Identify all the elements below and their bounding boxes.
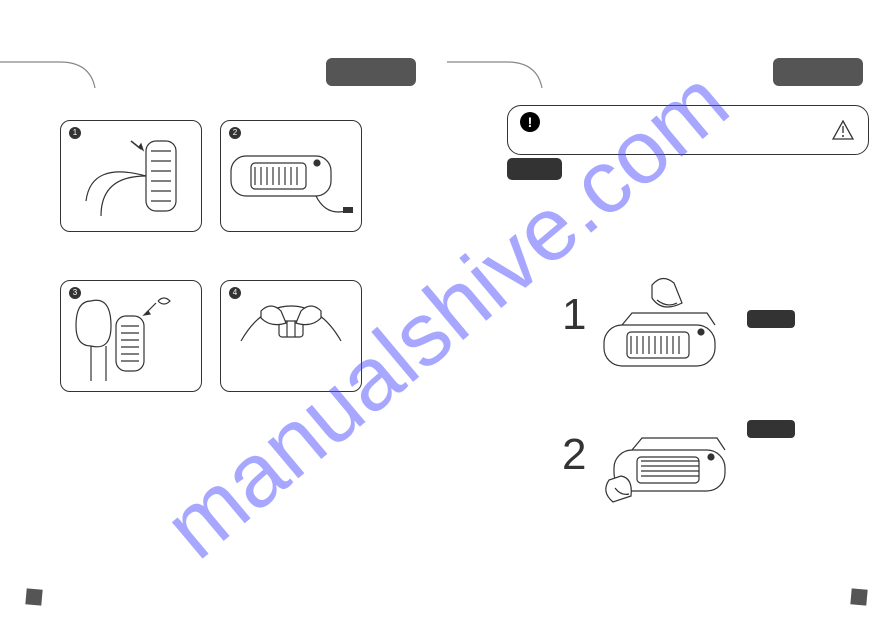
step-dot: 3 (69, 287, 81, 299)
diagram-headrest-mount (61, 281, 201, 391)
step-number-1: 1 (562, 290, 586, 340)
diagram-buckle-clip (221, 281, 361, 391)
diagram-box-4: 4 (220, 280, 362, 392)
step-dot: 4 (229, 287, 241, 299)
step-dot: 2 (229, 127, 241, 139)
section-label-right (773, 58, 863, 86)
header-curve-left (0, 60, 100, 90)
diagram-wipe-side (597, 410, 737, 520)
diagram-box-1: 1 (60, 120, 202, 232)
section-label-left (326, 58, 416, 86)
sub-label (507, 158, 562, 180)
manual-page-right: ! 1 2 (447, 0, 893, 629)
diagram-box-3: 3 (60, 280, 202, 392)
warning-bang-icon: ! (520, 112, 540, 132)
header-curve-right (447, 60, 547, 90)
diagram-box-2: 2 (220, 120, 362, 232)
page-corner-mark (850, 588, 867, 605)
page-corner-mark (25, 588, 42, 605)
step-dot: 1 (69, 127, 81, 139)
step-label-1 (747, 310, 795, 328)
diagram-wipe-top (597, 270, 737, 380)
diagram-device-usb (221, 121, 361, 231)
step-label-2 (747, 420, 795, 438)
warning-triangle-icon (832, 120, 854, 140)
warning-box: ! (507, 105, 869, 155)
diagram-strap-open (61, 121, 201, 231)
manual-page-left: 1 2 (0, 0, 446, 629)
step-number-2: 2 (562, 430, 586, 480)
